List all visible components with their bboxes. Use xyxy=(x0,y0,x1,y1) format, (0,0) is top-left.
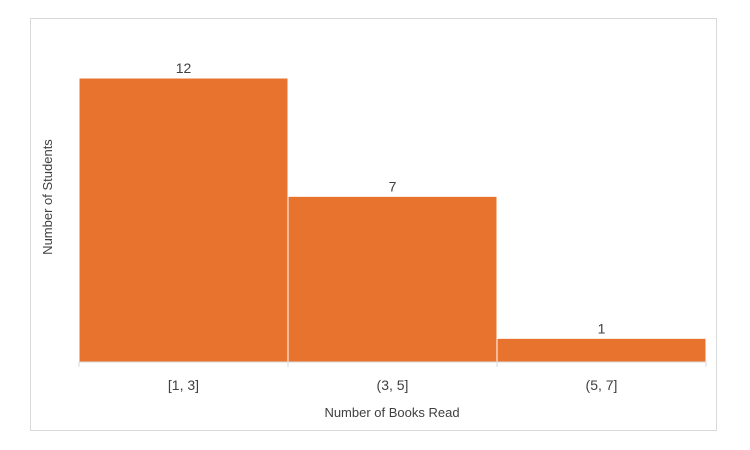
bar-0 xyxy=(78,77,289,363)
data-labels-layer: 12 7 1 xyxy=(176,60,606,336)
x-ticks-layer: [1, 3] (3, 5] (5, 7] xyxy=(78,362,707,393)
data-label-1: 7 xyxy=(389,178,397,194)
bars-layer xyxy=(78,77,707,363)
x-tick-label-2: (5, 7] xyxy=(586,377,618,393)
data-label-2: 1 xyxy=(598,320,606,336)
x-axis-title: Number of Books Read xyxy=(324,405,459,420)
data-label-0: 12 xyxy=(176,60,192,76)
x-tick-label-1: (3, 5] xyxy=(377,377,409,393)
bar-2 xyxy=(496,337,707,363)
y-axis-title: Number of Students xyxy=(40,139,55,255)
x-tick-label-0: [1, 3] xyxy=(168,377,199,393)
bar-1 xyxy=(287,195,498,363)
